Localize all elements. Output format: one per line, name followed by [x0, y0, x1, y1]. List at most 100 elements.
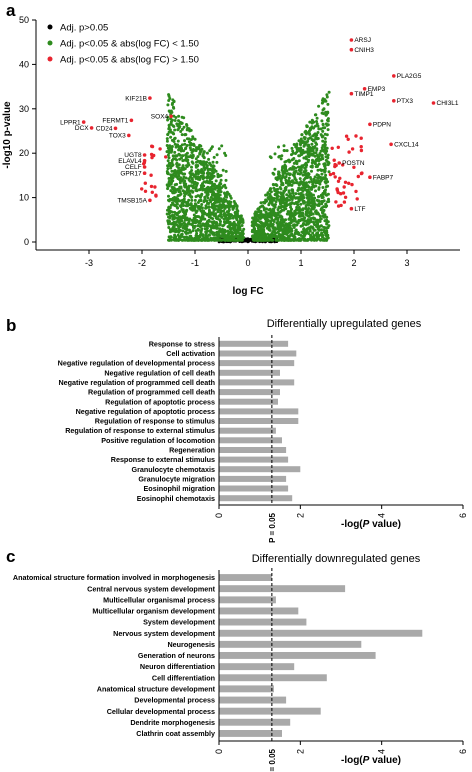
data-point [220, 230, 224, 234]
data-point [326, 102, 330, 106]
data-point [205, 213, 209, 217]
data-point [211, 167, 215, 171]
data-point [317, 199, 321, 203]
data-point [222, 213, 226, 217]
category-label: Response to external stimulus [111, 455, 215, 464]
data-point [316, 137, 320, 140]
data-point [221, 206, 224, 209]
data-point [331, 171, 336, 176]
bar [219, 360, 295, 367]
data-point [324, 113, 328, 117]
data-point [251, 221, 255, 225]
data-point [194, 234, 198, 238]
data-point [224, 169, 228, 173]
data-point [317, 127, 321, 131]
data-point [295, 223, 299, 227]
bar [219, 485, 289, 492]
data-point [191, 190, 195, 194]
category-label: Neurogenesis [167, 640, 215, 649]
bar [219, 663, 295, 671]
data-point [265, 207, 268, 211]
data-point [190, 151, 194, 154]
data-point [303, 233, 307, 237]
data-point [172, 237, 176, 241]
data-point [204, 233, 208, 237]
category-label: Negative regulation of developmental pro… [58, 359, 215, 368]
data-point [181, 189, 185, 193]
data-point [321, 126, 325, 130]
data-point [309, 234, 313, 238]
data-point [183, 142, 187, 146]
data-point [205, 227, 209, 231]
data-point [287, 211, 291, 215]
bar [219, 674, 327, 682]
data-point [168, 238, 172, 242]
data-point [319, 149, 323, 153]
data-point [172, 106, 176, 110]
data-point [202, 150, 206, 154]
data-point [311, 134, 315, 138]
data-point [206, 196, 210, 200]
data-point [301, 148, 305, 152]
data-point [283, 206, 287, 210]
data-point [289, 238, 293, 242]
data-point [325, 177, 328, 181]
volcano-legend: Adj. p>0.05 Adj. p<0.05 & abs(log FC) < 1… [47, 23, 199, 66]
data-point [302, 199, 306, 203]
data-point [301, 231, 305, 235]
up-chart-title: Differentially upregulated genes [267, 318, 422, 330]
data-point [258, 210, 262, 214]
data-point [316, 153, 319, 157]
data-point [289, 218, 293, 222]
y-tick-label: 30 [19, 104, 29, 114]
data-point [297, 183, 301, 187]
data-point [215, 221, 218, 224]
data-point [225, 217, 229, 220]
category-label: Anatomical structure development [97, 685, 216, 694]
data-point [341, 191, 346, 195]
data-point [185, 123, 188, 126]
data-point [271, 183, 275, 186]
gene-label: CELF [125, 164, 142, 171]
data-point [267, 228, 271, 232]
data-point [191, 148, 195, 151]
data-point [167, 222, 171, 226]
data-point [179, 205, 183, 209]
data-point [212, 233, 216, 237]
data-point [304, 161, 308, 165]
category-label: Regulation of apoptotic process [105, 397, 215, 406]
data-point [222, 232, 226, 236]
data-point [288, 198, 291, 202]
data-point [176, 124, 180, 128]
panel-letter-a: a [6, 1, 16, 20]
data-point [241, 229, 245, 233]
bar [219, 696, 287, 704]
data-point [221, 168, 225, 172]
data-point [287, 176, 291, 180]
data-point [183, 185, 187, 189]
data-point [323, 137, 327, 140]
data-point [317, 104, 321, 108]
data-point [201, 234, 205, 238]
data-point [246, 237, 250, 240]
data-point [298, 197, 302, 201]
gene-label: DCX [75, 125, 89, 132]
data-point [321, 210, 325, 214]
data-point [228, 220, 232, 224]
data-point [149, 184, 154, 189]
data-point [202, 223, 206, 227]
data-point [307, 158, 311, 162]
data-point [307, 214, 311, 217]
data-point [129, 118, 134, 123]
data-point [196, 155, 200, 159]
category-label: Granulocyte migration [138, 475, 215, 484]
category-label: Anatomical structure formation involved … [13, 573, 215, 582]
category-label: Generation of neurons [138, 651, 215, 660]
data-point [266, 191, 270, 195]
data-point [295, 162, 299, 166]
data-point [343, 195, 348, 199]
volcano-y-axis-label: -log10 p-value [2, 101, 13, 169]
data-point [175, 144, 179, 148]
data-point [142, 165, 147, 169]
data-point [293, 231, 297, 235]
